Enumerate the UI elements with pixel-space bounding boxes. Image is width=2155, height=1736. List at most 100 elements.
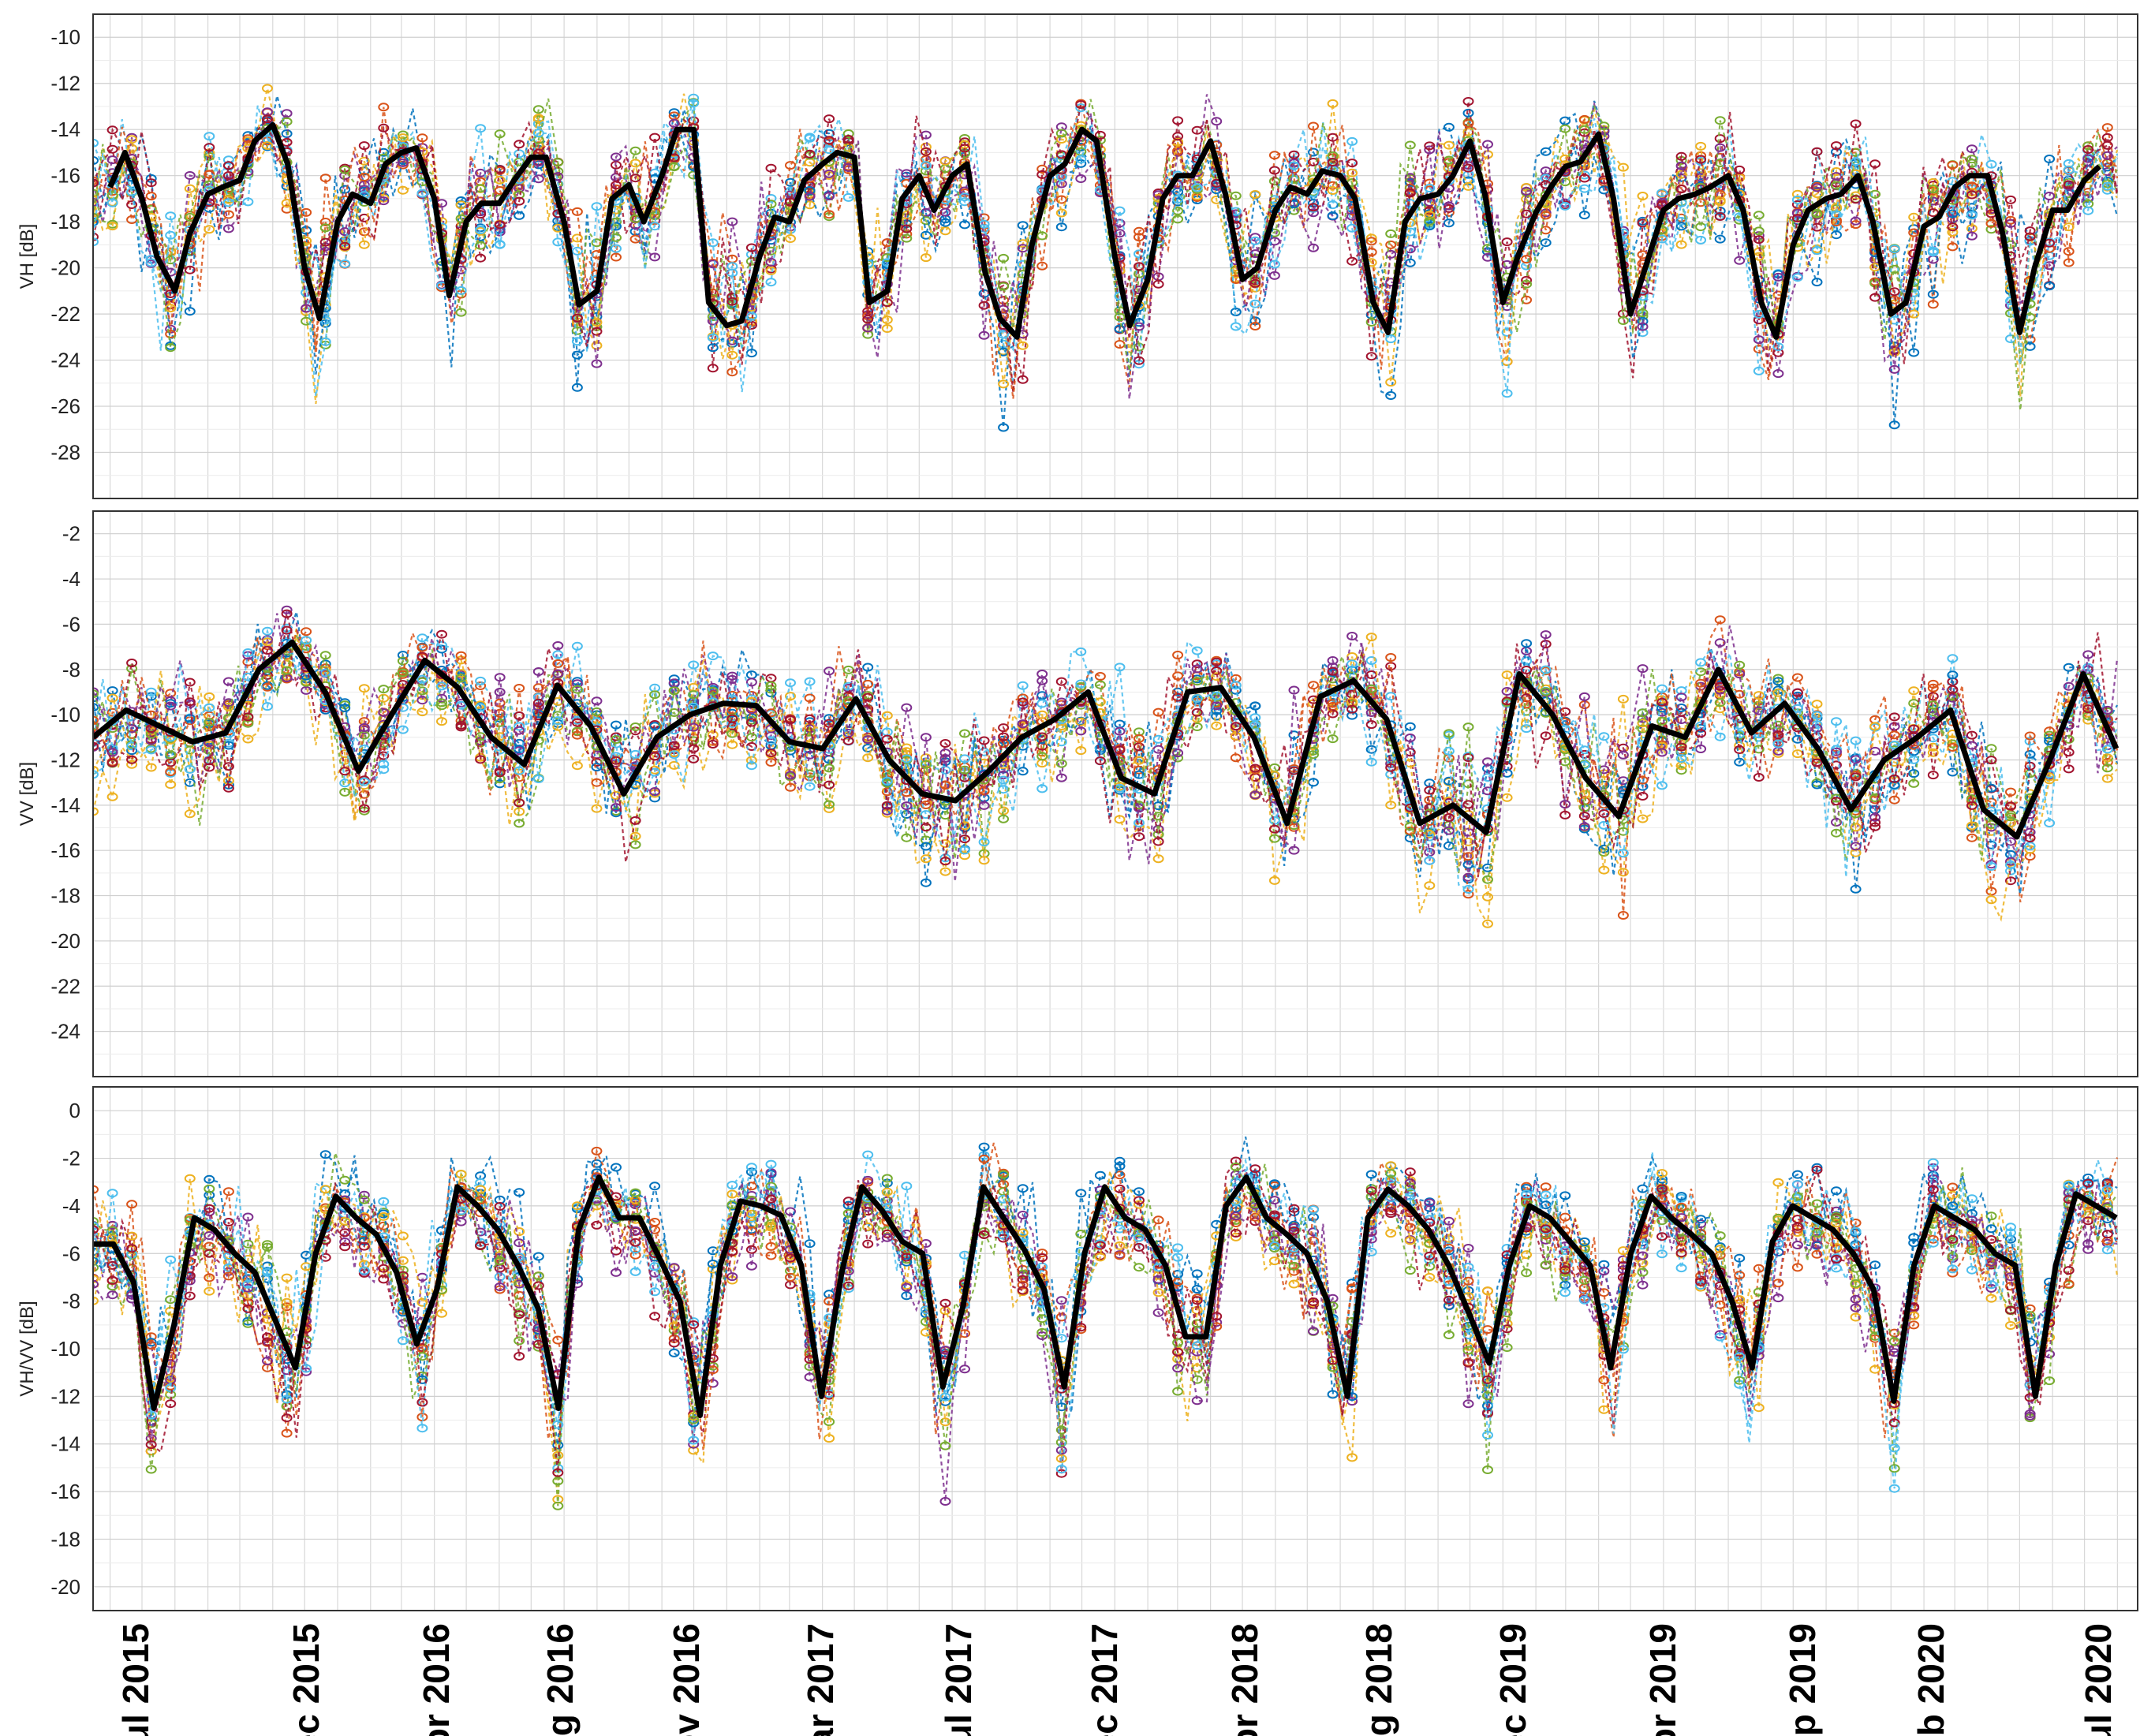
series-marker <box>184 307 196 316</box>
series-marker <box>378 123 390 133</box>
series-marker <box>1424 184 1436 192</box>
x-tick-label: Sep 2019 <box>1782 1623 1823 1736</box>
series-marker <box>2005 218 2016 228</box>
series-marker <box>804 133 816 143</box>
series-marker <box>165 343 177 353</box>
series-marker <box>1346 256 1358 266</box>
series-marker <box>881 324 893 333</box>
series-marker <box>1850 119 1862 129</box>
series-marker <box>920 878 932 887</box>
series-marker <box>339 227 351 237</box>
series-marker <box>1443 218 1455 228</box>
series-marker <box>1191 183 1203 192</box>
series-marker <box>1055 195 1067 204</box>
series-marker <box>1114 312 1126 322</box>
series-marker <box>1888 245 1900 254</box>
series-marker <box>901 233 913 243</box>
series-marker <box>1772 369 1784 379</box>
series-marker <box>1811 278 1823 287</box>
series-marker <box>319 174 331 183</box>
series-marker <box>1966 211 1978 220</box>
series-marker <box>397 651 409 660</box>
series-marker <box>222 171 234 181</box>
series-marker <box>668 118 680 128</box>
series-marker <box>1346 223 1358 233</box>
series-marker <box>475 124 487 133</box>
series-marker <box>571 207 583 216</box>
series-marker <box>416 189 428 198</box>
y-tick-label: -2 <box>62 1147 80 1170</box>
series-marker <box>204 170 215 179</box>
series-marker <box>1365 352 1377 361</box>
y-tick-label: -24 <box>50 349 80 372</box>
y-tick-label: -22 <box>50 302 80 326</box>
series-marker <box>1908 348 1920 357</box>
series-marker <box>1308 158 1319 166</box>
series-marker <box>998 423 1010 432</box>
series-marker <box>1462 108 1474 118</box>
series-marker <box>106 144 118 154</box>
series-marker <box>494 220 506 230</box>
y-tick-label: -4 <box>62 1194 80 1218</box>
series-marker <box>1578 184 1590 193</box>
series-marker <box>1249 278 1261 288</box>
series-marker <box>1075 100 1087 110</box>
series-marker <box>920 207 932 217</box>
series-marker <box>494 129 506 139</box>
series-marker <box>571 350 583 360</box>
series-marker <box>1288 150 1300 159</box>
series-marker <box>1714 234 1726 244</box>
series-marker <box>1114 206 1126 215</box>
series-marker <box>1462 118 1474 128</box>
series-marker <box>1327 181 1339 190</box>
series-marker <box>842 192 854 202</box>
series-marker <box>1036 261 1048 271</box>
series-marker <box>1637 308 1649 318</box>
series-marker <box>397 133 409 143</box>
series-marker <box>378 196 390 206</box>
series-marker <box>514 196 525 206</box>
y-tick-label: -10 <box>50 703 80 726</box>
series-marker <box>901 224 913 233</box>
series-marker <box>1617 162 1629 172</box>
series-marker <box>1521 279 1533 289</box>
series-marker <box>1714 116 1726 125</box>
series-marker <box>649 222 661 231</box>
series-marker <box>93 156 99 165</box>
series-marker <box>1152 279 1164 289</box>
series-marker <box>1114 324 1126 334</box>
series-marker <box>745 349 757 358</box>
series-marker <box>319 337 331 346</box>
y-tick-label: -22 <box>50 974 80 998</box>
series-marker <box>804 186 816 195</box>
series-marker <box>1637 322 1649 331</box>
series-marker <box>726 368 738 377</box>
y-tick-label: -8 <box>62 1290 80 1313</box>
series-marker <box>1888 264 1900 274</box>
series-marker <box>165 289 177 298</box>
series-marker <box>1791 208 1803 218</box>
series-marker <box>824 145 835 155</box>
series-marker <box>765 257 777 267</box>
series-marker <box>339 165 351 174</box>
series-marker <box>1385 378 1397 387</box>
series-marker <box>842 129 854 138</box>
series-marker <box>1675 151 1687 161</box>
series-marker <box>126 215 138 224</box>
y-tick-label: -20 <box>50 929 80 953</box>
series-marker <box>165 211 177 221</box>
series-marker <box>920 147 932 156</box>
series-marker <box>1714 134 1726 144</box>
series-marker <box>106 198 118 207</box>
series-marker <box>281 109 293 118</box>
series-marker <box>1172 215 1184 224</box>
y-tick-label: -14 <box>50 1432 80 1456</box>
series-marker <box>455 286 467 295</box>
series-marker <box>319 237 331 247</box>
series-marker <box>2024 342 2036 351</box>
series-marker <box>222 780 234 790</box>
series-marker <box>475 226 487 234</box>
series-marker <box>319 223 331 233</box>
series-marker <box>939 226 951 236</box>
